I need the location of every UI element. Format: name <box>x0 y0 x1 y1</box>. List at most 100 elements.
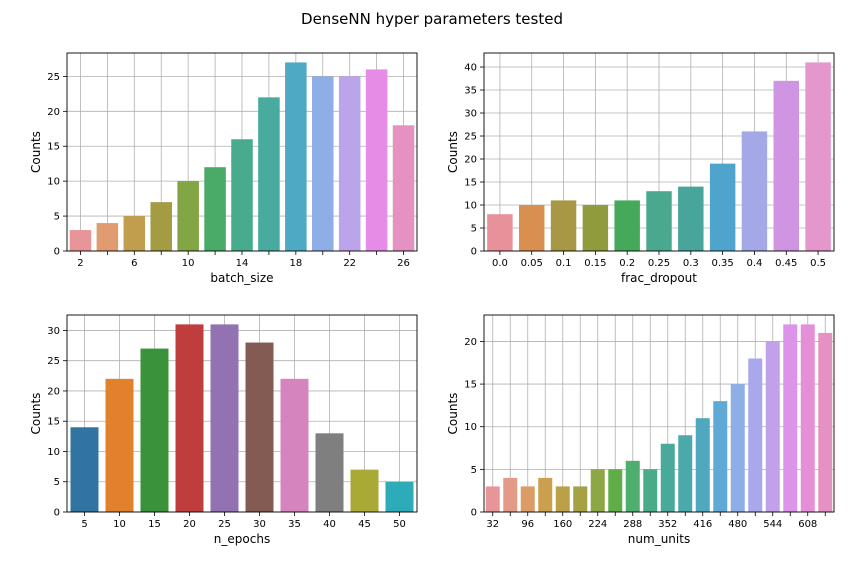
bar <box>392 125 415 251</box>
x-tick-label: 0.1 <box>556 258 572 269</box>
x-tick-label: 26 <box>397 258 410 269</box>
x-tick-label: 30 <box>253 519 266 530</box>
bar <box>315 433 344 512</box>
x-tick-label: 15 <box>148 519 161 530</box>
x-tick-label: 224 <box>588 519 607 530</box>
x-tick-label: 416 <box>693 519 712 530</box>
y-tick-label: 30 <box>47 326 60 337</box>
bar <box>123 216 146 251</box>
bar <box>582 205 609 251</box>
y-tick-label: 15 <box>464 380 477 391</box>
x-tick-label: 0.3 <box>683 258 699 269</box>
x-tick-label: 22 <box>343 258 356 269</box>
bar <box>485 486 500 512</box>
x-tick-label: 18 <box>289 258 302 269</box>
x-tick-label: 0.15 <box>584 258 606 269</box>
bar <box>312 76 334 252</box>
bar <box>350 469 379 512</box>
axes-frame <box>483 314 835 513</box>
bar <box>660 443 675 512</box>
x-axis-label: batch_size <box>210 271 273 285</box>
bar <box>800 324 815 512</box>
x-tick-label: 160 <box>553 519 572 530</box>
bar <box>338 76 361 252</box>
bar <box>210 324 239 512</box>
x-tick-label: 35 <box>288 519 301 530</box>
n-epochs-chart: 5 10 15 20 25 30 35 40 45 50 0 5 10 15 20 25 30 n_epochs C… <box>29 314 418 546</box>
bar <box>258 97 280 251</box>
x-tick-label: 544 <box>763 519 782 530</box>
y-tick-label: 20 <box>464 337 477 348</box>
bar <box>555 486 570 512</box>
bar <box>503 477 518 512</box>
y-tick-label: 10 <box>47 177 60 188</box>
y-tick-label: 10 <box>47 447 60 458</box>
y-tick-label: 40 <box>464 63 477 74</box>
num-units-chart: 32 96 160 224 288 352 416 480 544 608 0 5 10 15 20 num_… <box>446 314 835 546</box>
y-tick-label: 10 <box>464 422 477 433</box>
y-tick-label: 25 <box>464 132 477 143</box>
x-axis-label: num_units <box>628 532 690 546</box>
y-tick-label: 5 <box>54 212 60 223</box>
x-tick-label: 25 <box>218 519 231 530</box>
y-tick-label: 25 <box>47 72 60 83</box>
x-tick-label: 6 <box>131 258 137 269</box>
bar <box>285 62 307 251</box>
y-tick-label: 5 <box>471 224 477 235</box>
bar <box>140 348 169 512</box>
bar <box>730 384 745 512</box>
y-tick-label: 35 <box>464 86 477 97</box>
y-tick-label: 5 <box>54 477 60 488</box>
bar <box>625 460 640 512</box>
bar <box>520 486 535 512</box>
x-tick-label: 32 <box>486 519 499 530</box>
bar <box>709 163 736 251</box>
bar <box>805 62 831 251</box>
y-tick-label: 30 <box>464 109 477 120</box>
x-tick-label: 50 <box>393 519 406 530</box>
bar <box>204 167 226 251</box>
x-tick-label: 352 <box>658 519 677 530</box>
x-tick-label: 14 <box>236 258 249 269</box>
bar <box>678 186 704 251</box>
bar <box>695 418 710 512</box>
bar <box>96 223 119 251</box>
x-tick-label: 10 <box>182 258 195 269</box>
x-tick-label: 0.25 <box>648 258 670 269</box>
bar <box>741 131 768 251</box>
bar <box>773 80 799 252</box>
x-tick-label: 0.4 <box>747 258 763 269</box>
y-axis-label: Counts <box>446 131 460 173</box>
bar <box>150 202 172 251</box>
x-axis-label: n_epochs <box>214 532 270 546</box>
bar <box>487 214 513 251</box>
bar <box>245 342 274 512</box>
bar <box>70 427 99 512</box>
axes-frame <box>66 314 418 513</box>
y-tick-label: 0 <box>54 247 60 258</box>
x-tick-label: 10 <box>113 519 126 530</box>
bar <box>608 469 623 512</box>
y-axis-label: Counts <box>29 393 43 435</box>
x-tick-label: 20 <box>183 519 196 530</box>
bar <box>177 181 199 251</box>
x-tick-label: 0.05 <box>521 258 543 269</box>
y-tick-label: 15 <box>464 178 477 189</box>
y-tick-label: 25 <box>47 356 60 367</box>
x-tick-label: 0.0 <box>492 258 508 269</box>
bar <box>643 469 658 512</box>
y-tick-label: 15 <box>47 417 60 428</box>
y-tick-label: 20 <box>47 107 60 118</box>
x-tick-label: 0.2 <box>619 258 635 269</box>
x-tick-label: 5 <box>81 519 87 530</box>
bar <box>748 358 763 512</box>
x-tick-label: 0.5 <box>810 258 826 269</box>
x-axis-label: frac_dropout <box>621 271 697 285</box>
y-tick-label: 20 <box>47 386 60 397</box>
bar <box>550 200 577 251</box>
bar <box>538 477 553 512</box>
bar <box>280 378 309 512</box>
x-tick-label: 45 <box>358 519 371 530</box>
y-axis-label: Counts <box>29 131 43 173</box>
bar <box>175 324 204 512</box>
